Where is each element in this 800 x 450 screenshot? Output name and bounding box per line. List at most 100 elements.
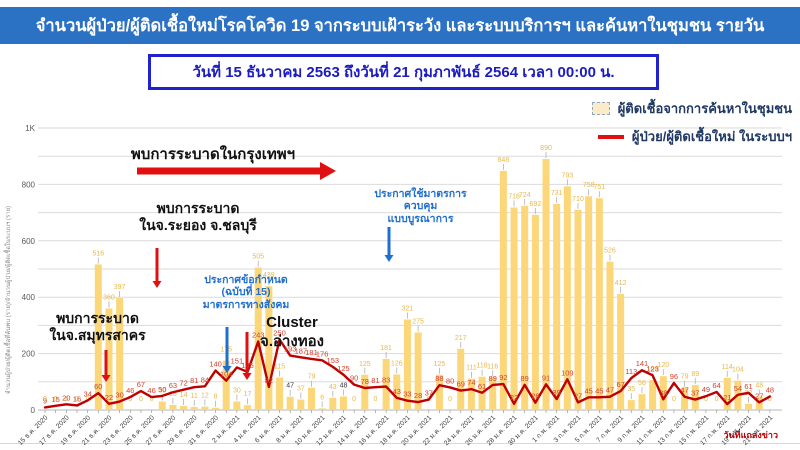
line-label: 54 — [734, 384, 742, 393]
bar-label: 890 — [540, 145, 552, 152]
bar — [361, 374, 369, 410]
bar-label: 0 — [704, 396, 708, 403]
bar — [574, 209, 582, 410]
line-label: 61 — [744, 382, 752, 391]
arrow-head-icon — [384, 255, 394, 262]
line-label: 80 — [446, 376, 454, 385]
bar — [297, 399, 305, 410]
bar — [489, 377, 497, 410]
line-label: 46 — [126, 386, 134, 395]
line-label: 30 — [115, 391, 123, 400]
bar — [94, 264, 102, 410]
bar-label: 125 — [434, 361, 446, 368]
bar — [286, 396, 294, 410]
bar — [158, 401, 166, 410]
line-label: 123 — [646, 364, 659, 373]
line-label: 84 — [201, 375, 209, 384]
trend-line — [43, 338, 772, 409]
line-label: 22 — [105, 393, 113, 402]
line-label: 60 — [94, 382, 102, 391]
line-label: 64 — [712, 381, 720, 390]
bar — [318, 408, 326, 410]
line-label: 141 — [636, 359, 649, 368]
bar-label: 79 — [681, 374, 689, 381]
y-tick-label: 600 — [22, 237, 36, 246]
legend-label-system: ผู้ป่วย/ผู้ติดเชื้อใหม่ ในระบบฯ — [631, 129, 792, 144]
bar-label: 118 — [476, 363, 487, 370]
line-label: 50 — [158, 385, 166, 394]
bar — [212, 407, 220, 410]
bar — [627, 400, 635, 410]
bar — [659, 376, 667, 410]
bar-label: 751 — [593, 184, 605, 191]
line-label: 67 — [137, 380, 145, 389]
bar-label: 30 — [233, 388, 241, 395]
annotation-bangkok-outbreak: พบการระบาดในกรุงเทพฯ — [130, 146, 296, 163]
bar-label: 30 — [158, 388, 166, 395]
arrow-head-icon — [242, 373, 252, 380]
bar-label: 0 — [64, 396, 68, 403]
line-label: 90 — [350, 374, 358, 383]
line-label: 72 — [179, 379, 187, 388]
bar — [595, 198, 603, 410]
bar — [531, 214, 539, 410]
bar-label: 17 — [244, 391, 252, 398]
line-label: 250 — [273, 329, 286, 338]
line-label: 16 — [73, 394, 81, 403]
bar-label: 0 — [150, 396, 154, 403]
bar-label: 793 — [561, 172, 573, 179]
line-label: 43 — [393, 387, 401, 396]
line-label: 125 — [337, 364, 350, 373]
press-briefing-date-note: วันที่แถลงข่าว — [723, 430, 778, 440]
page-title: จำนวนผู้ป่วย/ผู้ติดเชื้อใหม่โรคโควิด 19 … — [0, 7, 800, 44]
line-label: 34 — [83, 389, 91, 398]
bar-label: 56 — [638, 380, 646, 387]
line-label: 46 — [147, 386, 155, 395]
bar — [190, 406, 198, 410]
bar — [617, 293, 625, 410]
bar-label: 360 — [103, 294, 115, 301]
annotation-decree-15: ประกาศข้อกำหนด (ฉบับที่ 15) มาตรการทางสั… — [202, 274, 290, 311]
community-bar-swatch-icon — [591, 102, 610, 115]
bar-label: 0 — [139, 396, 143, 403]
line-label: 27 — [574, 391, 582, 400]
bar-label: 111 — [466, 365, 477, 372]
bar — [723, 377, 731, 410]
line-label: 193 — [284, 345, 297, 354]
bottom-divider — [0, 443, 800, 444]
line-label: 48 — [766, 385, 774, 394]
bar — [393, 374, 401, 410]
legend-item-community: ผู้ติดเชื้อจากการค้นหาในชุมชน — [591, 98, 792, 119]
bar-label: 0 — [128, 396, 132, 403]
bar — [435, 374, 443, 410]
bar-label: 0 — [54, 396, 58, 403]
bar-label: 106 — [647, 366, 659, 373]
arrow-head-icon — [101, 375, 111, 382]
bar — [638, 394, 646, 410]
bar — [691, 384, 699, 410]
bar-label: 48 — [755, 382, 763, 389]
legend-item-system: ผู้ป่วย/ผู้ติดเชื้อใหม่ ในระบบฯ — [597, 126, 792, 147]
line-label: 26 — [531, 392, 539, 401]
line-label: 153 — [327, 356, 340, 365]
line-label: 49 — [702, 385, 710, 394]
line-label: 37 — [425, 389, 433, 398]
line-label: 78 — [361, 377, 369, 386]
line-label: 104 — [220, 370, 233, 379]
y-tick-label: 0 — [31, 406, 36, 415]
bar-label: 12 — [201, 393, 209, 400]
line-label: 109 — [561, 368, 574, 377]
line-label: 176 — [316, 349, 329, 358]
bar-label: 0 — [672, 396, 676, 403]
bar-label: 11 — [191, 393, 198, 400]
line-label: 47 — [680, 386, 688, 395]
bar-label: 718 — [508, 194, 520, 201]
y-tick-label: 200 — [22, 350, 36, 359]
bar — [180, 406, 188, 410]
line-label: 187 — [295, 346, 308, 355]
bar-label: 516 — [92, 250, 104, 257]
bar — [467, 378, 475, 410]
line-label: 67 — [616, 380, 624, 389]
bar — [116, 298, 124, 410]
bar — [329, 397, 337, 410]
